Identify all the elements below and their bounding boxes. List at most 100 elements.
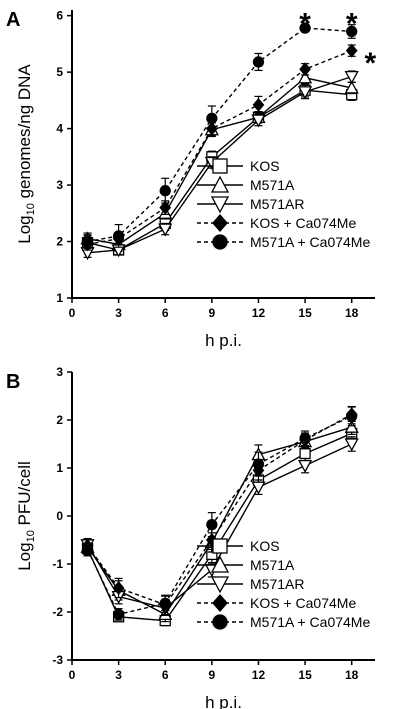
data-point [346, 410, 358, 422]
x-tick-label: 6 [162, 668, 169, 682]
legend-label: M571A [250, 557, 295, 573]
x-tick-label: 3 [115, 668, 122, 682]
x-axis-label: h p.i. [205, 331, 242, 350]
x-axis-label: h p.i. [205, 693, 242, 709]
data-point [345, 43, 358, 58]
data-point [159, 200, 172, 215]
data-point [158, 223, 173, 237]
data-point [299, 62, 311, 77]
x-tick-label: 0 [69, 306, 76, 320]
y-tick-label: -3 [52, 653, 63, 667]
significance-star: * [346, 8, 358, 41]
legend-marker [212, 538, 228, 554]
y-tick-label: 2 [56, 235, 63, 249]
data-point [112, 230, 125, 242]
legend-label: M571AR [250, 196, 304, 212]
y-tick-label: 5 [56, 65, 63, 79]
y-tick-label: -1 [52, 557, 63, 571]
panel-letter: A [6, 9, 20, 31]
y-tick-label: -2 [52, 605, 63, 619]
data-point [344, 438, 359, 452]
data-point [159, 597, 171, 610]
y-label-subscript: 10 [25, 203, 37, 215]
legend-label: M571AR [250, 576, 304, 592]
data-point [344, 419, 359, 433]
legend-marker [212, 158, 228, 174]
legend-marker [210, 196, 230, 214]
x-tick-label: 9 [209, 668, 216, 682]
data-point [81, 543, 94, 556]
legend-marker [212, 234, 228, 250]
data-point [252, 458, 265, 470]
y-tick-label: 0 [56, 509, 63, 523]
data-point [206, 112, 218, 125]
x-tick-label: 3 [115, 306, 122, 320]
data-point [297, 459, 313, 473]
series-4 [81, 405, 358, 621]
panel-letter: B [6, 371, 20, 393]
data-point [112, 608, 125, 621]
data-point [112, 580, 125, 596]
data-point [297, 70, 313, 84]
x-tick-label: 15 [298, 306, 312, 320]
legend-label: M571A [250, 177, 295, 193]
y-axis-label: Log10 PFU/cell [15, 461, 37, 571]
y-tick-label: 1 [56, 291, 63, 305]
y-label-log: Log [15, 542, 34, 570]
y-tick-label: 3 [56, 365, 63, 379]
legend-marker [212, 214, 228, 232]
y-tick-label: 1 [56, 461, 63, 475]
data-point [344, 80, 359, 94]
data-point [346, 25, 358, 38]
data-point [299, 447, 311, 460]
legend-label: KOS + Ca074Me [250, 595, 356, 611]
y-tick-label: 2 [56, 413, 63, 427]
data-point [206, 518, 218, 531]
series-4 [81, 22, 358, 249]
y-label-log: Log [15, 215, 34, 243]
x-tick-label: 15 [298, 668, 312, 682]
data-point [297, 86, 313, 100]
y-tick-label: 3 [56, 178, 63, 192]
legend-label: M571A + Ca074Me [250, 234, 370, 250]
significance-star: * [364, 47, 376, 80]
legend-label: M571A + Ca074Me [250, 614, 370, 630]
data-point [81, 235, 94, 248]
y-label-rest: PFU/cell [15, 461, 34, 530]
legend: KOS M571A M571AR KOS + Ca074Me M571A + Ca074… [197, 538, 370, 630]
y-axis-label: Log10 genomes/ng DNA [15, 64, 37, 244]
x-tick-label: 0 [69, 668, 76, 682]
x-tick-label: 12 [252, 306, 266, 320]
legend-marker [210, 555, 230, 573]
legend: KOS M571A M571AR KOS + Ca074Me M571A + Ca074… [197, 158, 370, 250]
legend-label: KOS [250, 158, 280, 174]
legend-marker [210, 175, 230, 193]
y-tick-label: 4 [56, 122, 63, 136]
y-label-rest: genomes/ng DNA [15, 64, 34, 204]
data-point [299, 432, 311, 444]
data-point [251, 481, 266, 495]
series-line [86, 413, 353, 606]
x-tick-label: 6 [162, 306, 169, 320]
data-point [344, 70, 359, 84]
data-point [251, 114, 266, 128]
data-point [252, 97, 265, 112]
data-point [299, 22, 311, 34]
significance-star: * [299, 8, 311, 41]
x-tick-label: 9 [209, 306, 216, 320]
data-point [252, 56, 265, 68]
legend-label: KOS + Ca074Me [250, 215, 356, 231]
y-label-subscript: 10 [25, 530, 37, 542]
data-point [159, 185, 171, 197]
legend-marker [210, 576, 230, 594]
x-tick-label: 18 [345, 668, 359, 682]
x-tick-label: 12 [252, 668, 266, 682]
legend-marker [212, 594, 228, 612]
legend-marker [212, 614, 228, 630]
legend-label: KOS [250, 538, 280, 554]
y-tick-label: 6 [56, 9, 63, 23]
x-tick-label: 18 [345, 306, 359, 320]
